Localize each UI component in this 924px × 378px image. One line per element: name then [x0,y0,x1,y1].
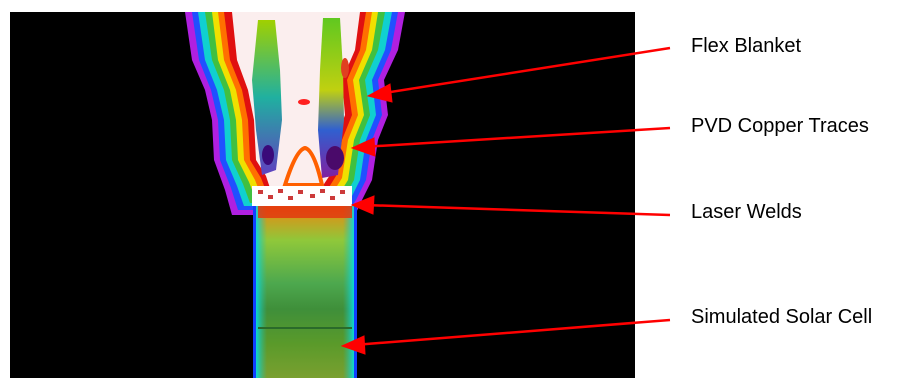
solar-cell-edges [255,206,355,378]
label-pvd-copper-traces: PVD Copper Traces [691,115,869,137]
arrow-pvd-copper-traces [361,126,671,149]
arrow-simulated-solar-cell [353,318,671,347]
solar-cell-border-right [354,206,357,378]
arrow-head-pvd-copper-traces [350,137,376,157]
laser-weld-band [252,186,352,206]
center-arch [282,145,325,187]
arrow-head-flex-blanket [366,83,393,103]
hot-spot-left [262,145,274,165]
solar-cell-border-left [253,206,256,378]
laser-weld-dots [258,189,345,200]
arrow-flex-blanket [377,46,671,96]
solar-cell-hot-top [258,206,352,218]
copper-trace-right [318,18,344,178]
hot-spot-right [326,146,344,170]
trace-detail-top [341,58,349,78]
label-flex-blanket: Flex Blanket [691,35,802,57]
center-spot [298,99,310,105]
arrow-laser-welds [363,203,671,217]
annotation-arrows [340,46,671,355]
arrow-head-simulated-solar-cell [340,335,366,355]
copper-trace-left [252,20,282,175]
label-simulated-solar-cell: Simulated Solar Cell [691,306,873,328]
label-laser-welds: Laser Welds [691,201,802,223]
arrow-head-laser-welds [350,195,375,215]
